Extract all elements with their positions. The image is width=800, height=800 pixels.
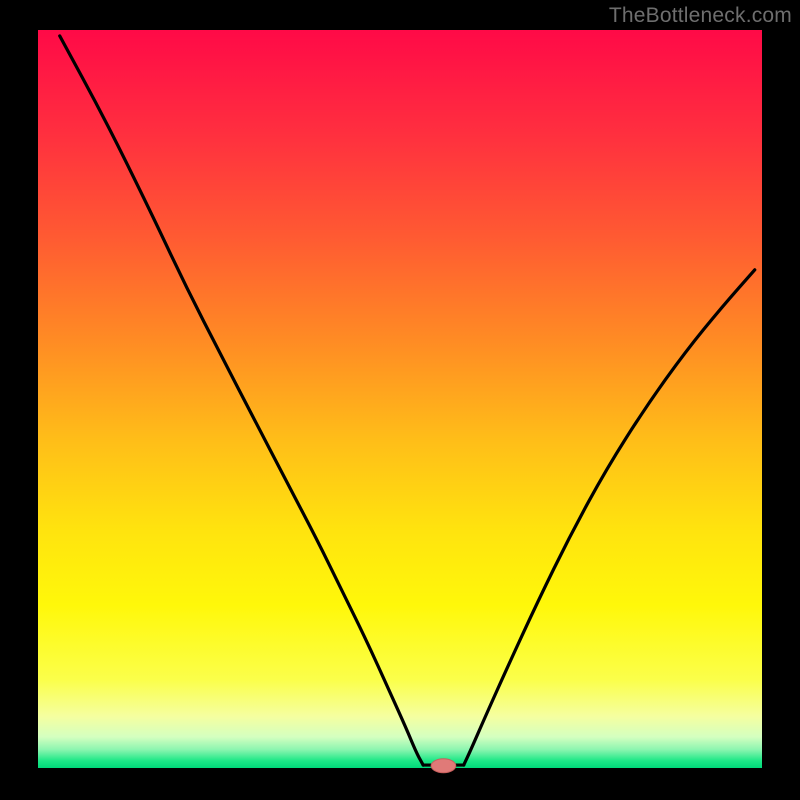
chart-canvas: TheBottleneck.com	[0, 0, 800, 800]
watermark-text: TheBottleneck.com	[609, 4, 792, 28]
bottleneck-marker	[431, 759, 456, 773]
bottleneck-chart-svg	[0, 0, 800, 800]
